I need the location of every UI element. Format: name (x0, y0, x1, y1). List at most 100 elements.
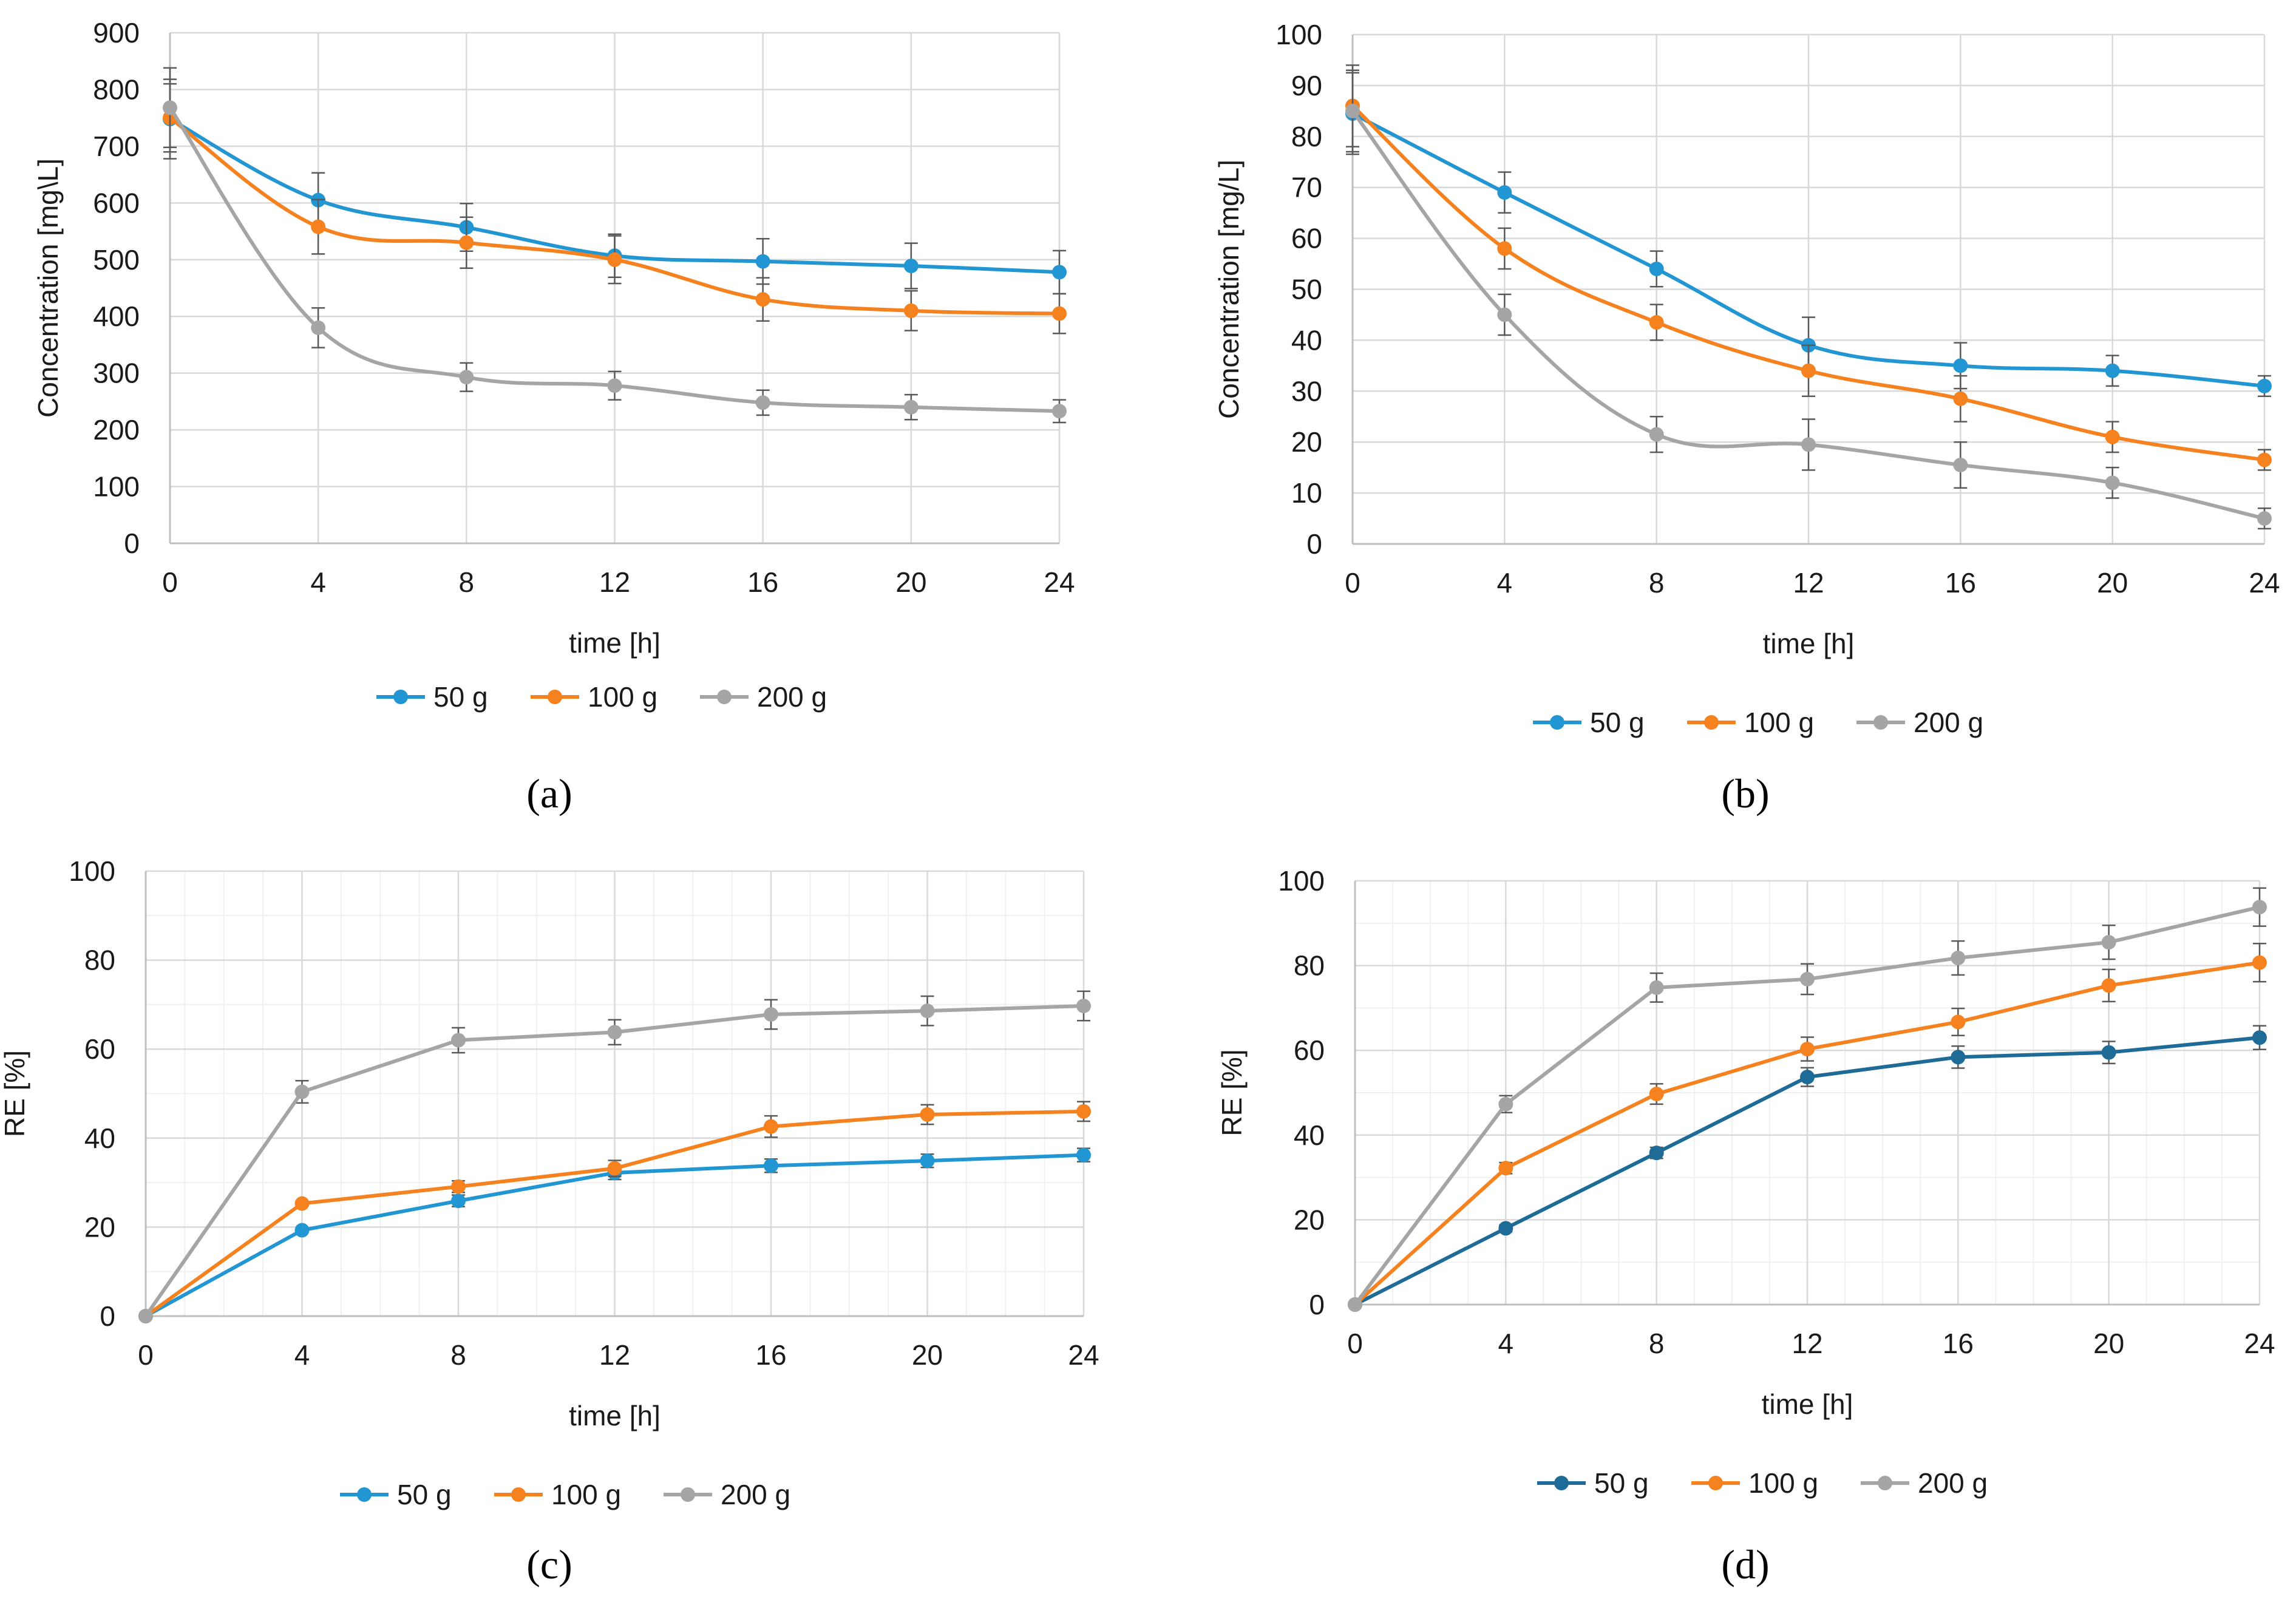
y-tick-label: 0 (1309, 1289, 1325, 1320)
y-tick-label: 50 (1291, 274, 1322, 305)
data-point (1497, 307, 1512, 322)
panel-caption: (a) (526, 770, 572, 816)
legend-item: 200 g (700, 681, 827, 713)
data-point (1497, 185, 1512, 200)
x-tick-label: 16 (755, 1339, 786, 1371)
y-axis-label: RE [%] (1216, 1049, 1248, 1136)
y-tick-label: 40 (1291, 324, 1322, 356)
legend-swatch-marker (1704, 715, 1719, 730)
data-point (1649, 1146, 1664, 1161)
series-200-g (1348, 887, 2267, 1312)
x-tick-label: 8 (1649, 567, 1665, 599)
data-point (451, 1179, 466, 1194)
data-point (1076, 1104, 1091, 1119)
y-tick-label: 80 (84, 945, 115, 976)
data-point (1800, 1042, 1815, 1057)
data-point (764, 1119, 778, 1134)
y-tick-label: 20 (1294, 1204, 1325, 1235)
y-tick-label: 40 (84, 1122, 115, 1154)
x-tick-label: 12 (599, 1339, 630, 1371)
legend-swatch-marker (681, 1487, 695, 1502)
x-tick-label: 4 (1497, 567, 1513, 599)
x-tick-label: 4 (310, 566, 326, 598)
x-tick-label: 12 (1792, 1328, 1822, 1359)
series-50-g (1348, 1025, 2267, 1312)
series-100-g (163, 83, 1067, 334)
legend-swatch-marker (1554, 1476, 1569, 1490)
legend-item: 100 g (531, 681, 657, 713)
x-tick-label: 24 (1068, 1339, 1099, 1371)
legend: 50 g 100 g 200 g (1537, 1467, 1988, 1499)
data-point (1649, 427, 1664, 442)
chart-panel-c: 0 4 8 12 16 20 24 0 20 40 60 80 100 time [h] RE [%] 50 … (0, 855, 1099, 1587)
data-point (2105, 475, 2120, 491)
legend-item: 50 g (1537, 1467, 1649, 1499)
series-200-g (138, 990, 1091, 1323)
y-tick-label: 60 (1294, 1034, 1325, 1066)
data-point (1649, 1087, 1664, 1102)
data-point (1497, 241, 1512, 256)
x-axis-label: time [h] (1762, 1388, 1853, 1420)
data-point (764, 1007, 778, 1022)
legend: 50 g 100 g 200 g (340, 1479, 790, 1510)
legend-label: 200 g (721, 1479, 790, 1510)
data-point (311, 320, 326, 335)
data-point (294, 1084, 310, 1099)
y-tick-label: 60 (84, 1033, 115, 1065)
data-point (755, 254, 770, 269)
data-point (903, 303, 919, 318)
data-point (1052, 265, 1067, 280)
legend-label: 200 g (1914, 707, 1983, 738)
data-point (920, 1153, 935, 1169)
data-point (1498, 1161, 1513, 1176)
legend-item: 200 g (664, 1479, 790, 1510)
x-tick-label: 12 (1793, 567, 1824, 599)
x-tick-label: 24 (1044, 566, 1075, 598)
series-100-g (1348, 943, 2267, 1312)
data-point (1052, 404, 1067, 419)
y-tick-label: 20 (84, 1211, 115, 1243)
data-point (1953, 457, 1968, 472)
legend: 50 g 100 g 200 g (376, 681, 827, 713)
data-point (459, 235, 474, 250)
x-tick-label: 4 (294, 1339, 310, 1371)
y-tick-label: 10 (1291, 477, 1322, 509)
data-point (755, 292, 770, 307)
x-axis-label: time [h] (1763, 628, 1855, 659)
legend-item: 50 g (340, 1479, 452, 1510)
y-axis-label: Concentration [mg/L] (1213, 160, 1245, 419)
y-tick-label: 200 (93, 414, 140, 446)
data-point (1649, 980, 1664, 995)
chart-panel-b: 0 4 8 12 16 20 24 0 10 20 30 40 50 60 70 80 90 100 time [h… (1213, 19, 2280, 816)
data-point (2101, 935, 2116, 950)
data-point (451, 1193, 466, 1209)
data-point (607, 1025, 622, 1040)
y-tick-label: 800 (93, 73, 140, 105)
legend-item: 200 g (1856, 707, 1983, 738)
y-tick-label: 500 (93, 244, 140, 276)
legend-swatch-marker (1550, 715, 1564, 730)
legend-item: 100 g (1691, 1467, 1818, 1499)
series-200-g (163, 67, 1067, 424)
data-point (1076, 999, 1091, 1014)
y-tick-label: 100 (69, 855, 115, 887)
chart-panel-a: 0 4 8 12 16 20 24 0 100 200 300 400 500 600 700 800 900 t… (32, 17, 1075, 816)
data-point (294, 1196, 310, 1211)
data-point (2252, 900, 2267, 915)
data-point (920, 1003, 935, 1019)
data-point (1348, 1297, 1362, 1312)
data-point (903, 399, 919, 415)
y-tick-label: 90 (1291, 70, 1322, 101)
y-tick-label: 0 (100, 1300, 115, 1332)
data-point (2257, 378, 2272, 393)
y-tick-label: 0 (1306, 528, 1322, 560)
legend-swatch-marker (393, 690, 408, 704)
panel-caption: (d) (1721, 1541, 1769, 1587)
y-tick-label: 30 (1291, 375, 1322, 407)
data-point (1951, 1050, 1966, 1065)
legend-item: 100 g (1687, 707, 1814, 738)
x-tick-label: 0 (1347, 1328, 1363, 1359)
y-tick-label: 700 (93, 131, 140, 162)
legend-item: 50 g (1533, 707, 1645, 738)
x-tick-label: 0 (138, 1339, 154, 1371)
